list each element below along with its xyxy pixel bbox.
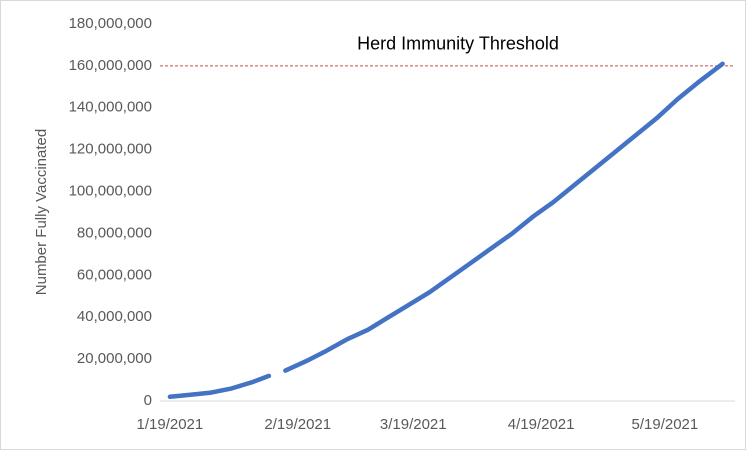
y-tick-label: 40,000,000 <box>77 308 152 325</box>
x-tick-label: 4/19/2021 <box>508 416 575 433</box>
y-axis-label: Number Fully Vaccinated <box>33 129 50 295</box>
y-tick-label: 120,000,000 <box>69 141 152 158</box>
y-tick-label: 140,000,000 <box>69 99 152 116</box>
x-tick-label: 2/19/2021 <box>264 416 331 433</box>
y-tick-label: 100,000,000 <box>69 183 152 200</box>
x-tick-label: 3/19/2021 <box>380 416 447 433</box>
y-tick-label: 160,000,000 <box>69 57 152 74</box>
y-tick-label: 60,000,000 <box>77 266 152 283</box>
x-tick-label: 1/19/2021 <box>137 416 204 433</box>
x-tick-label: 5/19/2021 <box>632 416 699 433</box>
threshold-label: Herd Immunity Threshold <box>357 34 559 54</box>
y-tick-label: 0 <box>144 392 152 409</box>
y-tick-label: 180,000,000 <box>69 15 152 32</box>
data-line <box>167 61 725 400</box>
y-tick-label: 20,000,000 <box>77 350 152 367</box>
y-tick-label: 80,000,000 <box>77 224 152 241</box>
